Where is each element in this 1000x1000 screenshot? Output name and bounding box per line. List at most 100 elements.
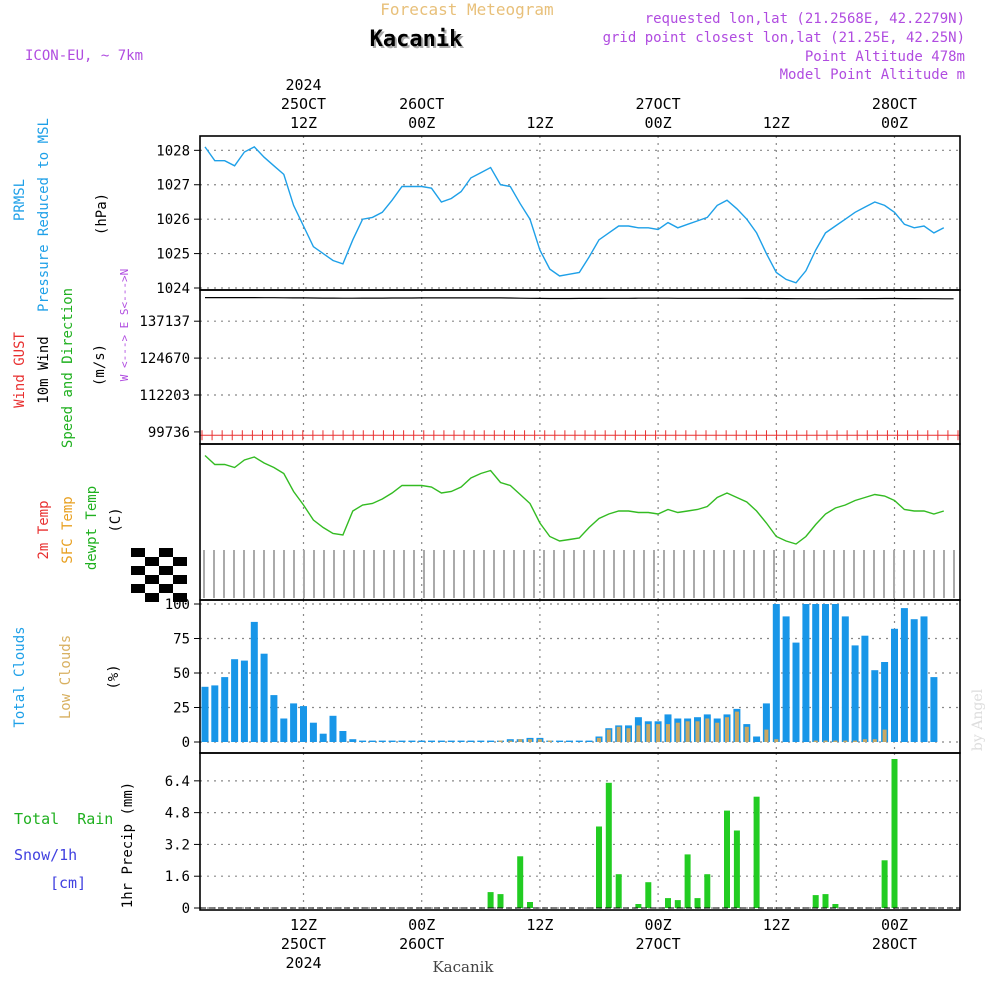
total-cloud-bar [831, 604, 839, 742]
temp-tick-clutter [145, 593, 159, 602]
temp-tick-clutter [145, 557, 159, 566]
precip-bar [665, 898, 671, 908]
total-cloud-bar [211, 685, 219, 742]
low-cloud-bar [597, 737, 601, 742]
bottom-time-label: 25OCT [281, 935, 326, 953]
total-cloud-bar [408, 740, 416, 742]
total-cloud-bar [802, 604, 810, 742]
total-cloud-bar [437, 740, 445, 742]
bottom-time-label: 12Z [290, 916, 317, 934]
low-cloud-bar [813, 740, 818, 742]
total-cloud-bar [270, 695, 278, 742]
total-cloud-bar [231, 659, 239, 742]
y-tick-label: 0 [182, 901, 190, 917]
temp-tick-clutter [173, 575, 187, 584]
precip-bar [487, 892, 494, 908]
precip-bar [753, 796, 760, 908]
y-tick-label: 50 [173, 666, 190, 682]
low-cloud-bar [695, 721, 700, 742]
label-low-clouds: Low Clouds [58, 635, 74, 719]
low-cloud-bar [764, 729, 769, 742]
label-total-rain: Total Rain [14, 810, 113, 828]
label-total-clouds: Total Clouds [12, 626, 28, 727]
low-cloud-bar [734, 711, 739, 742]
precip-bar [645, 882, 652, 908]
header-location: Kacanik [370, 27, 463, 52]
top-time-label: 26OCT [399, 95, 444, 113]
top-time-label: 12Z [763, 114, 790, 132]
total-cloud-bar [418, 740, 426, 742]
low-cloud-bar [685, 721, 690, 742]
low-cloud-bar [705, 718, 710, 742]
panel-frame [199, 752, 961, 911]
y-tick-label: 6.4 [165, 774, 190, 790]
total-cloud-bar [881, 662, 889, 742]
low-cloud-bar [882, 729, 887, 742]
precip-bar [684, 854, 691, 908]
total-cloud-bar [477, 740, 485, 742]
header-location-shadow: Kacanik [372, 29, 465, 54]
y-tick-label: 112203 [139, 388, 190, 404]
header-grid-point: grid point closest lon,lat (21.25E, 42.2… [603, 30, 965, 46]
precip-bar [596, 826, 602, 908]
temp-tick-clutter [159, 566, 173, 575]
y-tick-label: 4.8 [165, 806, 190, 822]
total-cloud-bar [428, 740, 435, 742]
label-temp-unit: (C) [108, 507, 124, 532]
total-cloud-bar [900, 608, 908, 742]
precip-bar [694, 898, 701, 908]
y-tick-label: 137137 [139, 314, 190, 330]
total-cloud-bar [487, 740, 495, 742]
total-cloud-bar [910, 619, 918, 742]
total-cloud-bar [359, 740, 367, 742]
total-cloud-bar [221, 677, 229, 742]
temp-tick-clutter [173, 593, 187, 602]
low-cloud-bar [715, 722, 720, 742]
low-cloud-bar [725, 717, 729, 742]
total-cloud-bar [585, 740, 593, 742]
precip-bar [822, 894, 829, 908]
low-cloud-bar [872, 739, 877, 742]
total-cloud-bar [851, 645, 859, 742]
label-pressure-unit: (hPa) [94, 193, 110, 235]
top-time-label: 25OCT [281, 95, 326, 113]
low-cloud-bar [626, 728, 631, 742]
y-tick-label: 1028 [156, 143, 190, 159]
label-wind-gust: Wind GUST [12, 332, 28, 408]
total-cloud-bar [457, 740, 465, 742]
label-wind-unit: (m/s) [92, 344, 108, 386]
total-cloud-bar [575, 740, 583, 742]
dewpoint-line [204, 454, 945, 545]
label-prmsl: PRMSL [12, 179, 28, 221]
label-snow-unit: [cm] [50, 874, 86, 892]
y-tick-label: 1024 [156, 281, 190, 297]
bottom-time-label: 00Z [408, 916, 435, 934]
bottom-time-label: 28OCT [872, 935, 917, 953]
label-2m-temp: 2m Temp [36, 500, 52, 559]
precip-bar [891, 759, 898, 908]
total-cloud-bar [319, 733, 327, 742]
header-title: Forecast Meteogram [380, 0, 553, 19]
temp-tick-clutter [131, 548, 145, 557]
precip-bar [812, 895, 819, 908]
total-cloud-bar [861, 635, 869, 742]
total-cloud-bar [290, 703, 298, 742]
total-cloud-bar [891, 628, 898, 742]
total-cloud-bar [368, 740, 376, 742]
total-cloud-bar [822, 604, 829, 742]
temp-tick-clutter [159, 584, 173, 593]
label-speed-direction: Speed and Direction [60, 288, 76, 448]
low-cloud-bar [862, 739, 867, 742]
precip-bar [615, 874, 622, 908]
label-compass-rose: W <---> E S<--->N [118, 269, 131, 382]
low-cloud-bar [498, 740, 503, 742]
total-cloud-bar [300, 706, 307, 742]
y-tick-label: 1.6 [165, 869, 190, 885]
header-point-altitude: Point Altitude 478m [805, 49, 965, 65]
precip-bar [517, 856, 524, 908]
total-cloud-bar [280, 718, 288, 742]
header-model-altitude: Model Point Altitude m [780, 67, 965, 83]
label-pressure-msl: Pressure Reduced to MSL [36, 118, 52, 312]
